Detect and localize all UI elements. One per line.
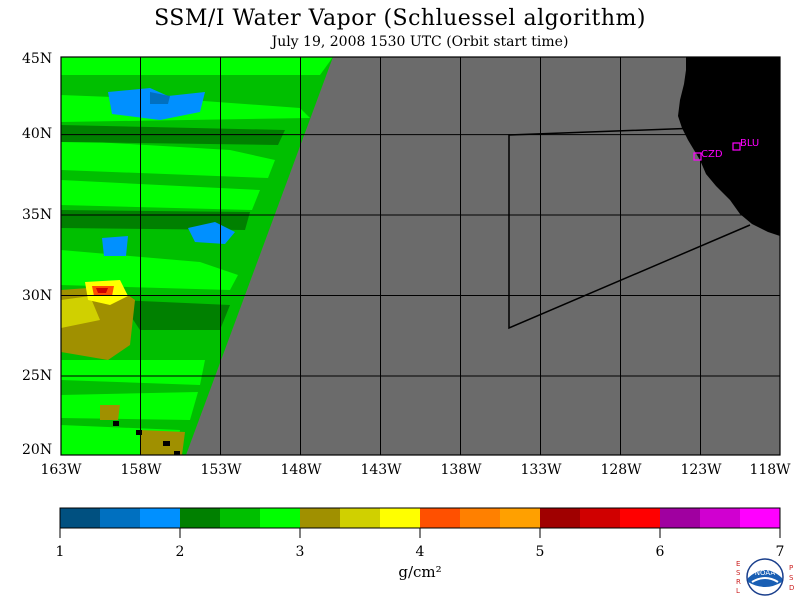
logo-esrl-s: S bbox=[736, 569, 741, 577]
colorbar-swatch bbox=[500, 508, 541, 528]
station-label-blu: BLU bbox=[740, 138, 759, 149]
lat-label-35n: 35N bbox=[22, 207, 53, 223]
station-label-czd: CZD bbox=[701, 149, 723, 160]
map-subtitle: July 19, 2008 1530 UTC (Orbit start time… bbox=[271, 34, 569, 50]
station-marker-blu bbox=[732, 142, 741, 151]
colorbar-tick-4: 4 bbox=[415, 544, 425, 560]
lon-label-138w: 138W bbox=[440, 462, 482, 478]
lat-label-25n: 25N bbox=[22, 368, 53, 384]
logo-esrl-r: R bbox=[736, 578, 741, 586]
water-vapor-swath bbox=[61, 57, 333, 455]
colorbar-swatch bbox=[620, 508, 661, 528]
lat-label-20n: 20N bbox=[22, 442, 53, 458]
station-marker-czd bbox=[693, 152, 702, 161]
colorbar-swatch bbox=[580, 508, 621, 528]
colorbar-swatch bbox=[700, 508, 741, 528]
map-title: SSM/I Water Vapor (Schluessel algorithm) bbox=[154, 6, 646, 31]
colorbar-swatch bbox=[460, 508, 501, 528]
noaa-logo-icon: NOAA E S R L P S D bbox=[736, 558, 794, 596]
colorbar-tick-3: 3 bbox=[295, 544, 305, 560]
colorbar-swatch bbox=[540, 508, 581, 528]
lon-label-133w: 133W bbox=[520, 462, 562, 478]
colorbar-tick-1: 1 bbox=[55, 544, 65, 560]
colorbar-swatch bbox=[220, 508, 261, 528]
logo-esrl-e: E bbox=[736, 560, 740, 568]
colorbar bbox=[60, 508, 781, 528]
lon-label-158w: 158W bbox=[120, 462, 162, 478]
colorbar-swatch bbox=[260, 508, 301, 528]
lon-label-148w: 148W bbox=[280, 462, 322, 478]
colorbar-swatch bbox=[660, 508, 701, 528]
colorbar-units: g/cm² bbox=[398, 563, 442, 581]
lat-label-30n: 30N bbox=[22, 288, 53, 304]
land-north-america bbox=[678, 57, 780, 236]
colorbar-swatch bbox=[100, 508, 141, 528]
logo-esrl-l: L bbox=[736, 587, 740, 595]
lat-label-45n: 45N bbox=[22, 51, 53, 67]
colorbar-swatch bbox=[420, 508, 461, 528]
trajectory-outline bbox=[508, 127, 751, 330]
lat-label-40n: 40N bbox=[22, 126, 53, 142]
lon-label-143w: 143W bbox=[360, 462, 402, 478]
colorbar-tick-2: 2 bbox=[175, 544, 185, 560]
colorbar-swatch bbox=[380, 508, 421, 528]
colorbar-tick-6: 6 bbox=[655, 544, 665, 560]
lon-label-118w: 118W bbox=[749, 462, 791, 478]
lon-label-163w: 163W bbox=[40, 462, 82, 478]
logo-psd-d: D bbox=[789, 584, 794, 592]
colorbar-swatch bbox=[300, 508, 341, 528]
colorbar-swatch bbox=[60, 508, 101, 528]
colorbar-swatch bbox=[180, 508, 221, 528]
colorbar-swatch bbox=[740, 508, 781, 528]
logo-psd-s: S bbox=[789, 574, 794, 582]
colorbar-tick-5: 5 bbox=[535, 544, 545, 560]
graticule bbox=[61, 57, 780, 455]
logo-psd-p: P bbox=[789, 564, 793, 572]
colorbar-ticks bbox=[59, 528, 781, 538]
lon-label-153w: 153W bbox=[200, 462, 242, 478]
map-frame bbox=[60, 56, 781, 456]
svg-text:NOAA: NOAA bbox=[755, 569, 776, 577]
colorbar-swatch bbox=[340, 508, 381, 528]
lon-label-128w: 128W bbox=[600, 462, 642, 478]
map-panel: CZD BLU bbox=[61, 57, 780, 455]
colorbar-tick-7: 7 bbox=[775, 544, 785, 560]
lon-label-123w: 123W bbox=[680, 462, 722, 478]
colorbar-swatch bbox=[140, 508, 181, 528]
